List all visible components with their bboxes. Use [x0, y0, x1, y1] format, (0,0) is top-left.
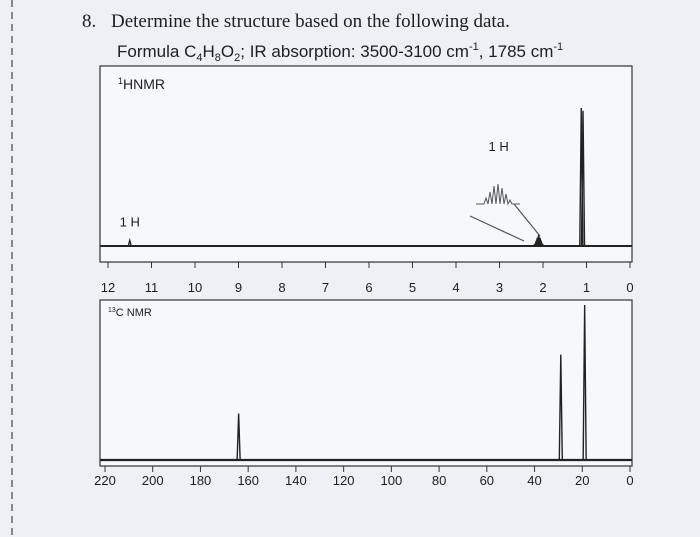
x-tick-label: 7	[322, 280, 329, 295]
peak	[127, 237, 132, 247]
x-tick-label: 3	[496, 280, 503, 295]
cnmr-title: 13C NMR	[108, 307, 152, 319]
data-line: Formula C4H8O2; IR absorption: 3500-3100…	[117, 41, 563, 64]
x-tick-label: 160	[237, 473, 259, 488]
text: ; IR absorption: 3500-3100 cm	[240, 42, 469, 61]
x-tick-label: 80	[432, 473, 446, 488]
text: HNMR	[123, 76, 165, 92]
x-tick-label: 5	[409, 280, 416, 295]
text: , 1785 cm	[479, 42, 554, 61]
x-tick-label: 11	[145, 280, 159, 295]
peak	[540, 243, 545, 247]
peak-label: 1 H	[120, 214, 140, 229]
x-tick-label: 8	[278, 280, 285, 295]
x-tick-label: 12	[101, 280, 115, 295]
question-text: Determine the structure based on the fol…	[111, 11, 510, 32]
superscript: -1	[553, 41, 563, 53]
peak	[236, 413, 241, 461]
x-tick-label: 9	[235, 280, 242, 295]
superscript: -1	[469, 41, 479, 53]
x-tick-label: 1	[583, 280, 590, 295]
subscript: 2	[234, 52, 240, 64]
peak	[582, 304, 587, 461]
subscript: 4	[196, 52, 202, 64]
hnmr-title: 1HNMR	[118, 76, 165, 92]
x-tick-label: 20	[575, 473, 589, 488]
x-tick-label: 6	[365, 280, 372, 295]
x-tick-label: 100	[381, 473, 403, 488]
x-tick-label: 120	[333, 473, 355, 488]
text: Formula C	[117, 42, 196, 61]
inset-pointer	[513, 203, 541, 237]
peak	[580, 110, 586, 247]
x-tick-label: 60	[480, 473, 494, 488]
cnmr-frame	[99, 299, 633, 467]
subscript: 8	[215, 52, 221, 64]
x-tick-label: 0	[626, 280, 633, 295]
text: O	[221, 42, 234, 61]
x-tick-label: 40	[527, 473, 541, 488]
x-tick-label: 2	[539, 280, 546, 295]
multiplet-inset	[476, 183, 520, 206]
inset-pointer	[469, 215, 525, 242]
x-tick-label: 10	[188, 280, 202, 295]
question-number: 8.	[82, 11, 96, 32]
x-tick-label: 200	[142, 473, 164, 488]
x-tick-label: 140	[285, 473, 307, 488]
peak-label: 1 H	[489, 139, 509, 154]
superscript: 13	[108, 307, 116, 314]
hnmr-frame	[99, 65, 633, 263]
text: H	[202, 42, 214, 61]
x-tick-label: 180	[190, 473, 212, 488]
peak	[558, 354, 563, 461]
x-tick-label: 220	[94, 473, 116, 488]
text: C NMR	[116, 307, 152, 319]
superscript: 1	[118, 76, 123, 86]
x-tick-label: 4	[452, 280, 459, 295]
x-tick-label: 0	[626, 473, 633, 488]
